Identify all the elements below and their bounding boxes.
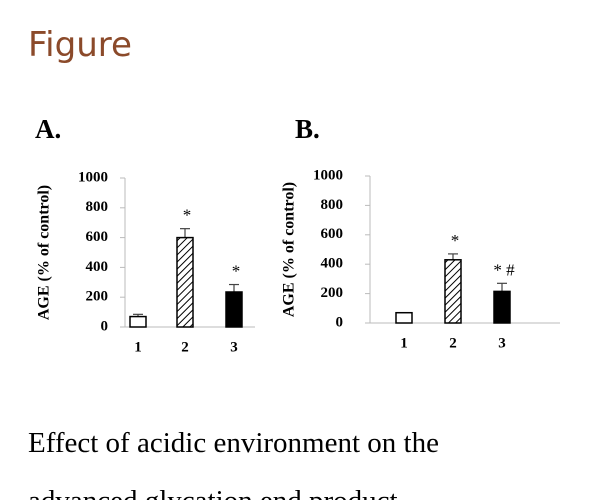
- y-tick-label: 200: [321, 285, 344, 301]
- x-tick-label: 2: [449, 335, 457, 351]
- header-title: Figure: [28, 25, 132, 65]
- x-tick-label: 1: [134, 339, 142, 355]
- significance-mark: *: [183, 206, 192, 225]
- y-tick-label: 600: [321, 226, 344, 242]
- y-tick-label: 200: [86, 289, 109, 305]
- y-tick-label: 0: [336, 314, 344, 330]
- y-tick-label: 800: [321, 197, 344, 213]
- significance-mark: * #: [493, 260, 515, 279]
- bar: [176, 236, 194, 328]
- significance-mark: *: [451, 231, 460, 250]
- y-tick-label: 600: [86, 229, 109, 245]
- significance-mark: *: [232, 262, 241, 281]
- bar: [129, 315, 147, 328]
- panel-label: A.: [35, 114, 61, 144]
- y-tick-label: 800: [86, 199, 109, 215]
- caption-line: Effect of acidic environment on the: [28, 427, 439, 459]
- y-tick-label: 1000: [313, 167, 343, 183]
- x-tick-label: 1: [400, 335, 408, 351]
- y-tick-label: 1000: [78, 169, 108, 185]
- x-tick-label: 3: [498, 335, 506, 351]
- panel-label: B.: [295, 114, 320, 144]
- y-axis-label: AGE (% of control): [281, 182, 298, 317]
- bar: [395, 311, 413, 324]
- bar: [493, 290, 511, 324]
- y-axis-label: AGE (% of control): [36, 185, 53, 320]
- y-tick-label: 0: [101, 318, 109, 334]
- bar: [444, 259, 462, 324]
- caption-line: advanced glycation end product: [28, 485, 398, 500]
- x-tick-label: 2: [181, 339, 189, 355]
- y-tick-label: 400: [86, 259, 109, 275]
- y-tick-label: 400: [321, 256, 344, 272]
- x-tick-label: 3: [230, 339, 238, 355]
- bar: [225, 291, 243, 328]
